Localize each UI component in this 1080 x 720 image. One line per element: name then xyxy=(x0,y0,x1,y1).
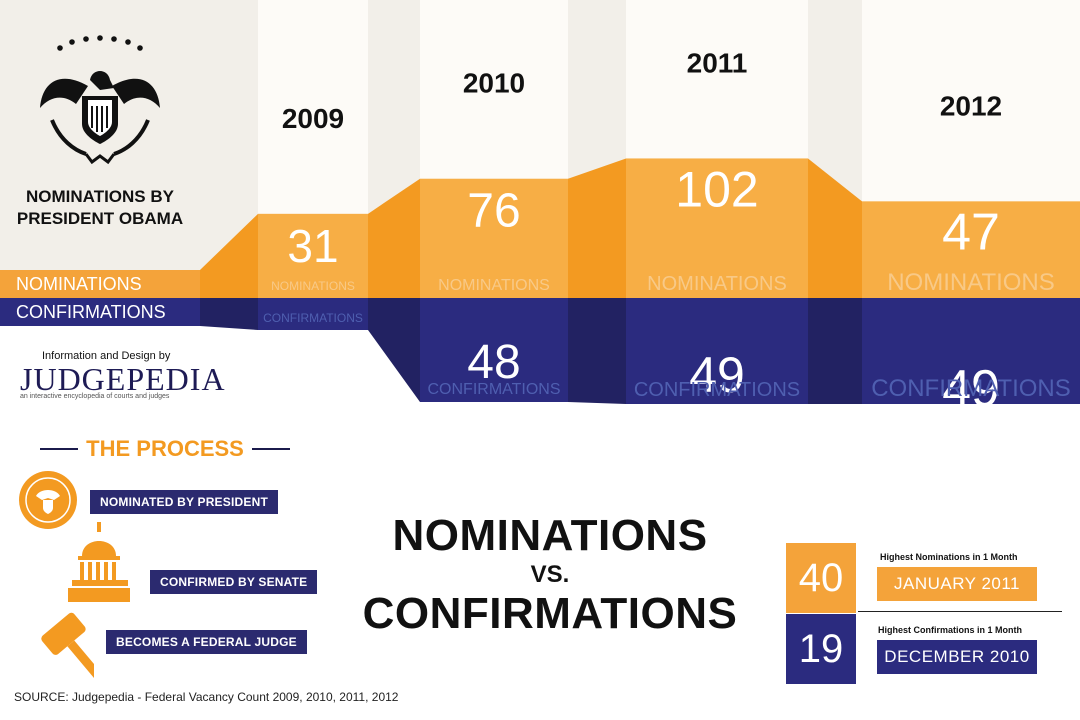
confirmations-bar-label: CONFIRMATIONS xyxy=(634,379,800,401)
nominations-bar xyxy=(420,178,568,298)
highlight-nominations-period: JANUARY 2011 xyxy=(877,567,1037,601)
credit-line: Information and Design by xyxy=(42,350,171,362)
confirmations-bar xyxy=(862,298,1080,404)
nominations-value-label: 47 xyxy=(942,203,1000,261)
gavel-icon xyxy=(41,612,94,684)
confirmations-value-label: 49 xyxy=(689,347,745,403)
judgepedia-logo: JUDGEPEDIA xyxy=(20,361,226,397)
highlight-nominations-caption: Highest Nominations in 1 Month xyxy=(880,552,1018,562)
process-title: THE PROCESS xyxy=(86,436,244,461)
confirmations-connector xyxy=(808,298,862,404)
nominations-bar xyxy=(258,213,368,298)
confirmations-value-label: 49 xyxy=(942,360,1000,418)
step-federal-judge: BECOMES A FEDERAL JUDGE xyxy=(106,630,307,654)
highlight-confirmations-period: DECEMBER 2010 xyxy=(877,640,1037,674)
process-heading: THE PROCESS xyxy=(40,436,291,462)
heading-line-1: NOMINATIONS BY xyxy=(26,187,174,206)
confirmations-bar xyxy=(626,298,808,404)
title-line-2: CONFIRMATIONS xyxy=(362,589,738,638)
nominations-connector xyxy=(200,213,258,298)
nominations-value-label: 102 xyxy=(675,161,758,217)
credit-block: Information and Design by JUDGEPEDIA an … xyxy=(20,350,226,400)
confirmations-connector xyxy=(200,298,258,330)
capitol-icon xyxy=(68,522,130,602)
nominations-bar-label: NOMINATIONS xyxy=(647,273,787,295)
nominations-connector xyxy=(568,158,626,298)
divider xyxy=(40,448,79,450)
year-tick-label: 2012 xyxy=(940,90,1002,121)
confirmations-value-label: 48 xyxy=(467,336,520,389)
chart-heading: NOMINATIONS BY PRESIDENT OBAMA xyxy=(0,186,200,230)
nominations-value-label: 31 xyxy=(287,220,338,272)
nominations-value-label: 76 xyxy=(467,185,520,238)
nominations-bar xyxy=(862,201,1080,298)
nominations-connector xyxy=(368,178,420,298)
confirmations-bar-label: CONFIRMATIONS xyxy=(263,311,363,325)
nominations-band-label: NOMINATIONS xyxy=(0,270,200,298)
heading-line-2: PRESIDENT OBAMA xyxy=(16,209,184,228)
confirmations-bar xyxy=(420,298,568,402)
nominations-connector xyxy=(808,158,862,298)
year-tick-label: 2010 xyxy=(463,68,525,99)
title-vs: VS. xyxy=(530,561,570,588)
presidential-seal-icon xyxy=(40,35,160,165)
nominations-bar xyxy=(626,158,808,298)
main-title: NOMINATIONS VS. CONFIRMATIONS xyxy=(350,512,750,638)
nominations-bar-label: NOMINATIONS xyxy=(887,269,1055,296)
confirmations-bar-label: CONFIRMATIONS xyxy=(871,375,1071,402)
highlight-nominations-value: 40 xyxy=(786,543,856,613)
confirmations-bar-label: CONFIRMATIONS xyxy=(427,381,560,398)
credit-tagline: an interactive encyclopedia of courts an… xyxy=(20,393,170,400)
confirmations-value-label: 12 xyxy=(287,322,338,374)
title-line-1: NOMINATIONS xyxy=(392,511,708,560)
divider xyxy=(251,448,291,450)
highlight-confirmations-value: 19 xyxy=(786,614,856,684)
confirmations-connector xyxy=(568,298,626,404)
seal-step-icon xyxy=(19,471,77,529)
nominations-bar-label: NOMINATIONS xyxy=(271,279,355,293)
source-note: SOURCE: Judgepedia - Federal Vacancy Cou… xyxy=(14,690,399,704)
step-confirmed: CONFIRMED BY SENATE xyxy=(150,570,318,594)
confirmations-band-label: CONFIRMATIONS xyxy=(0,298,200,326)
nominations-bar-label: NOMINATIONS xyxy=(438,277,550,294)
year-tick-label: 2009 xyxy=(282,103,344,134)
confirmations-connector xyxy=(368,298,420,402)
highlight-confirmations-caption: Highest Confirmations in 1 Month xyxy=(878,625,1022,635)
divider xyxy=(858,611,1062,612)
step-nominated: NOMINATED BY PRESIDENT xyxy=(90,490,278,514)
confirmations-bar xyxy=(258,298,368,330)
year-tick-label: 2011 xyxy=(687,47,748,78)
